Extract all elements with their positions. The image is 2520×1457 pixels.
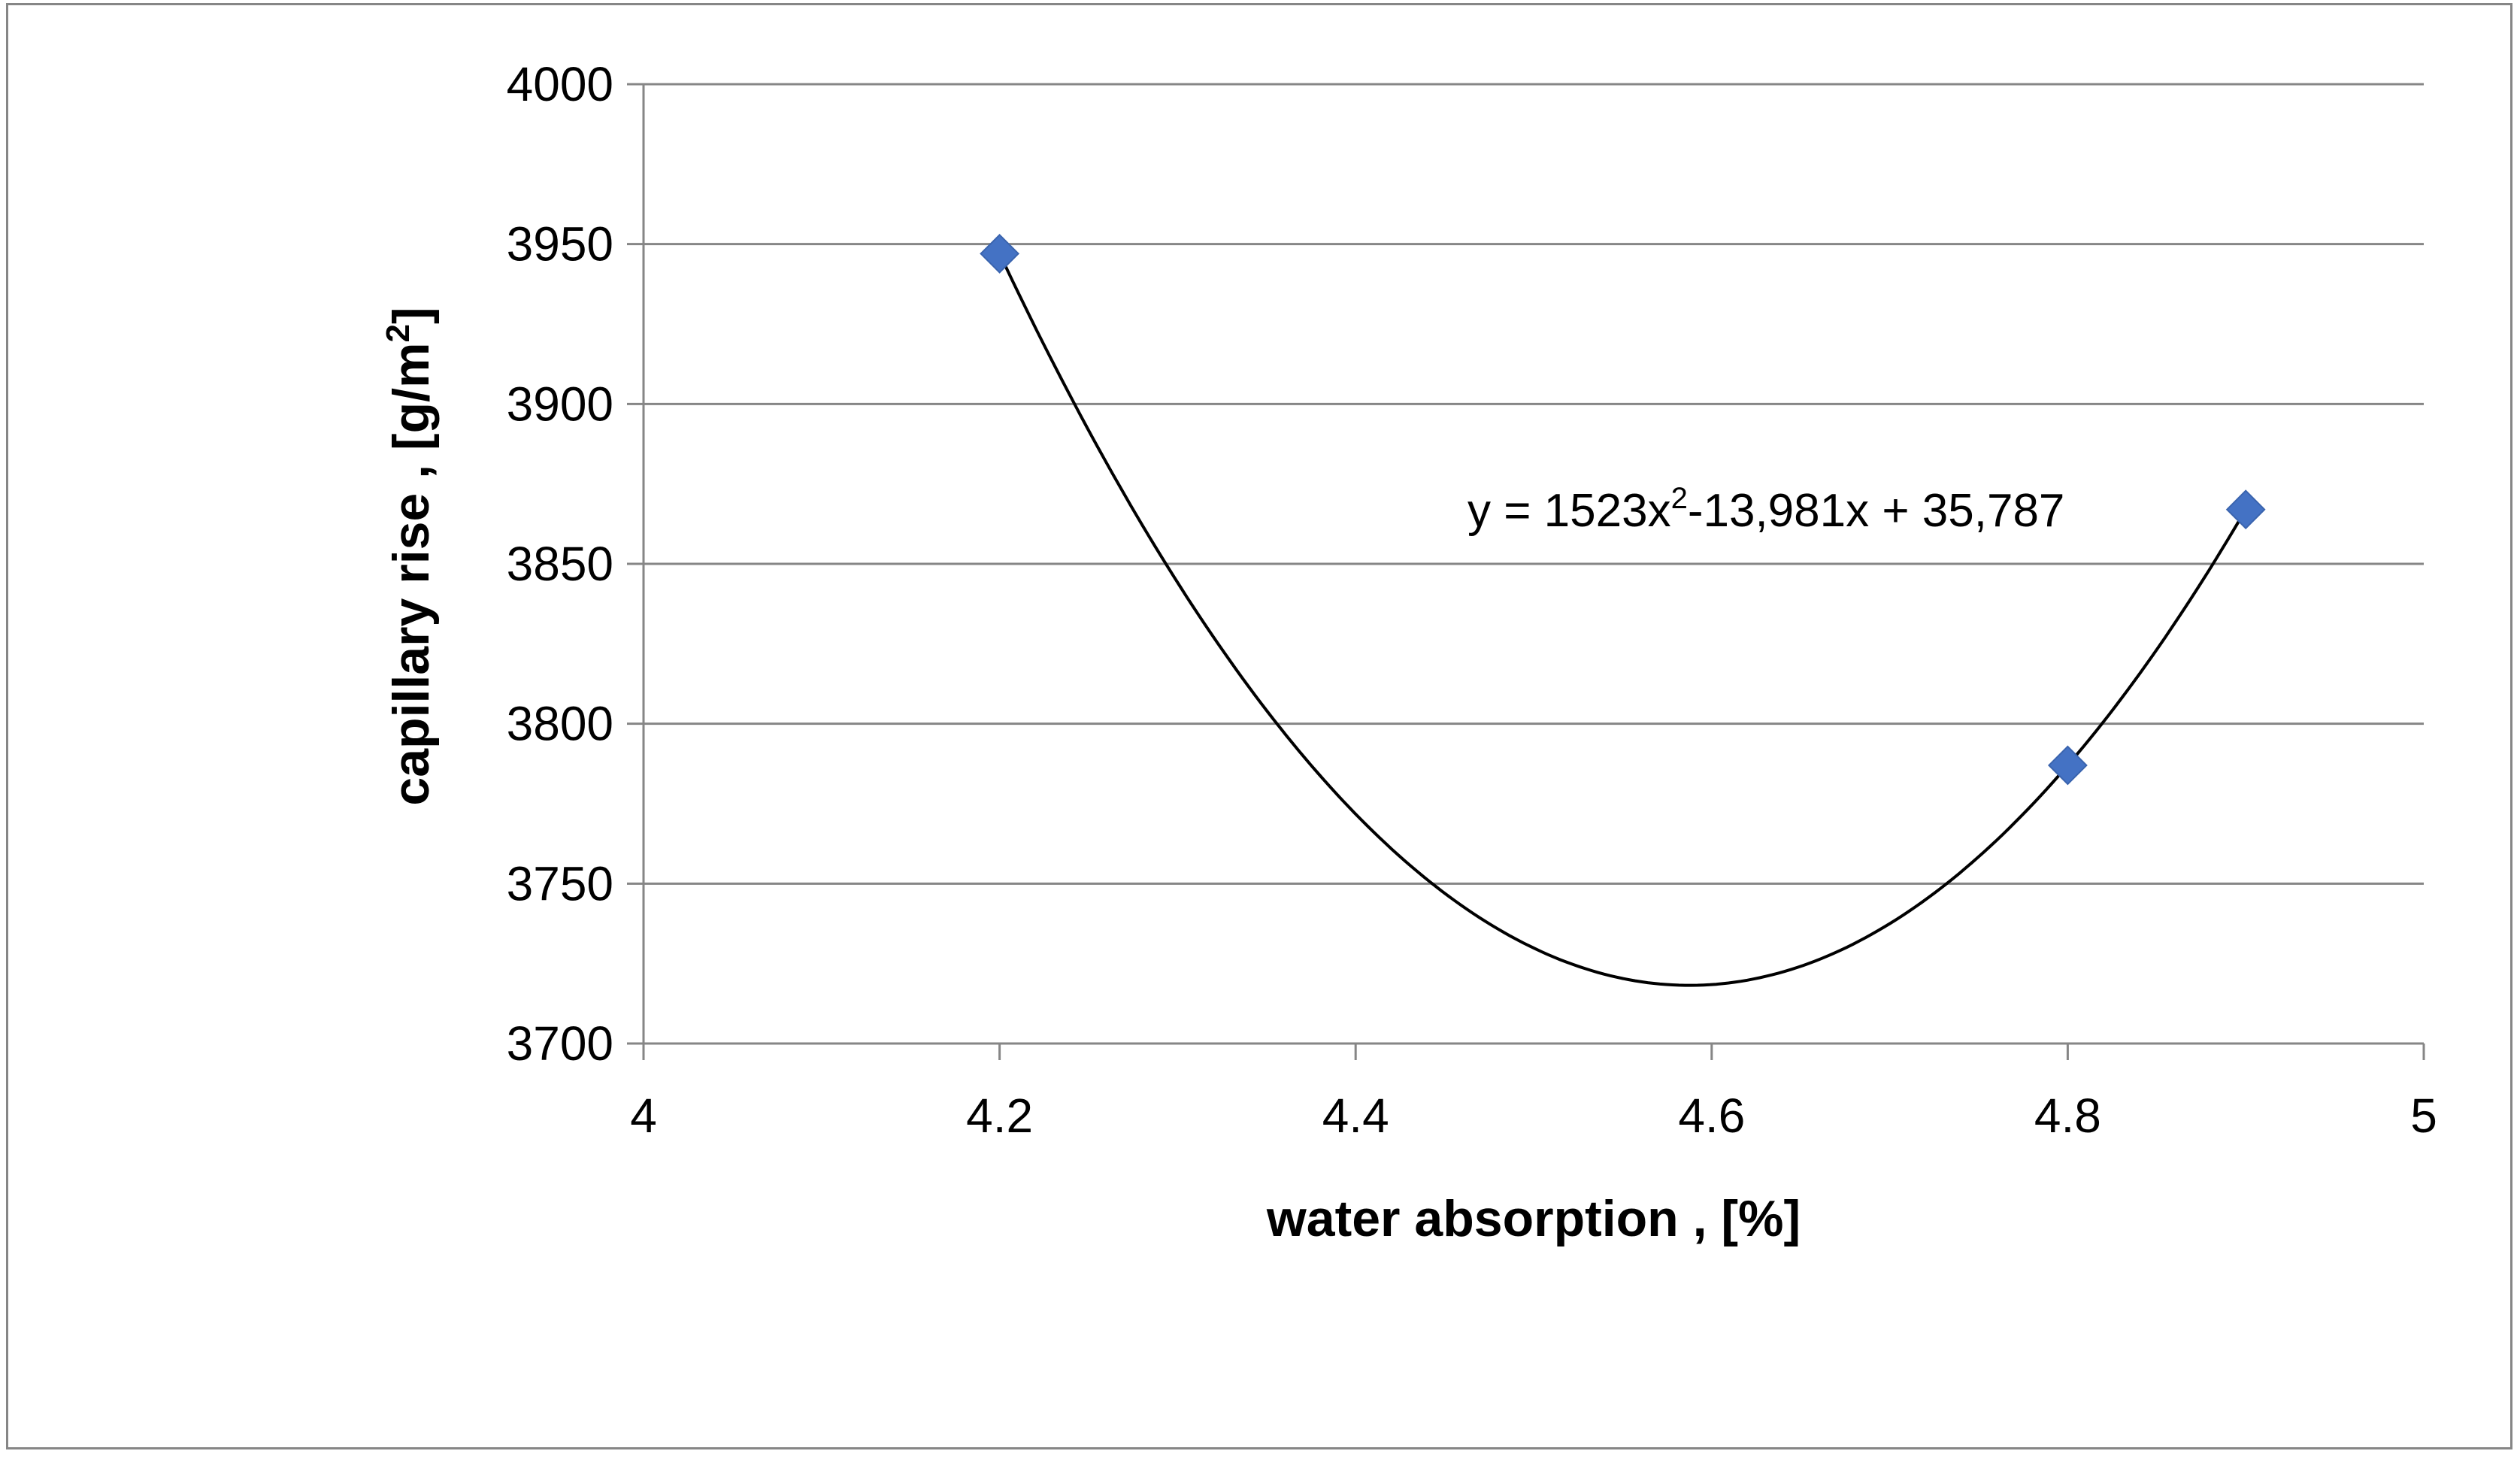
x-tick-label: 5 (2410, 1089, 2437, 1143)
y-tick-label: 3850 (507, 537, 613, 591)
trendline (998, 253, 2247, 987)
y-tick-label: 3800 (507, 697, 613, 751)
data-point (980, 234, 1020, 274)
y-tick-label: 3950 (507, 217, 613, 271)
x-tick-label: 4.6 (1678, 1089, 1745, 1143)
x-tick-label: 4 (630, 1089, 657, 1143)
x-tick-label: 4.8 (2034, 1089, 2101, 1143)
y-tick-label: 3900 (507, 377, 613, 431)
trendline-equation: y = 1523x2-13,981x + 35,787 (1467, 482, 2064, 537)
y-tick-label: 4000 (507, 57, 613, 111)
data-point (2225, 489, 2266, 530)
x-axis-title: water absorption , [%] (1266, 1190, 1801, 1247)
x-tick-label: 4.4 (1322, 1089, 1389, 1143)
y-tick-label: 3750 (507, 856, 613, 910)
data-point (2047, 745, 2088, 786)
x-tick-label: 4.2 (966, 1089, 1033, 1143)
y-tick-label: 3700 (507, 1016, 613, 1071)
y-axis-title: capillary rise , [g/m2] (380, 307, 440, 805)
